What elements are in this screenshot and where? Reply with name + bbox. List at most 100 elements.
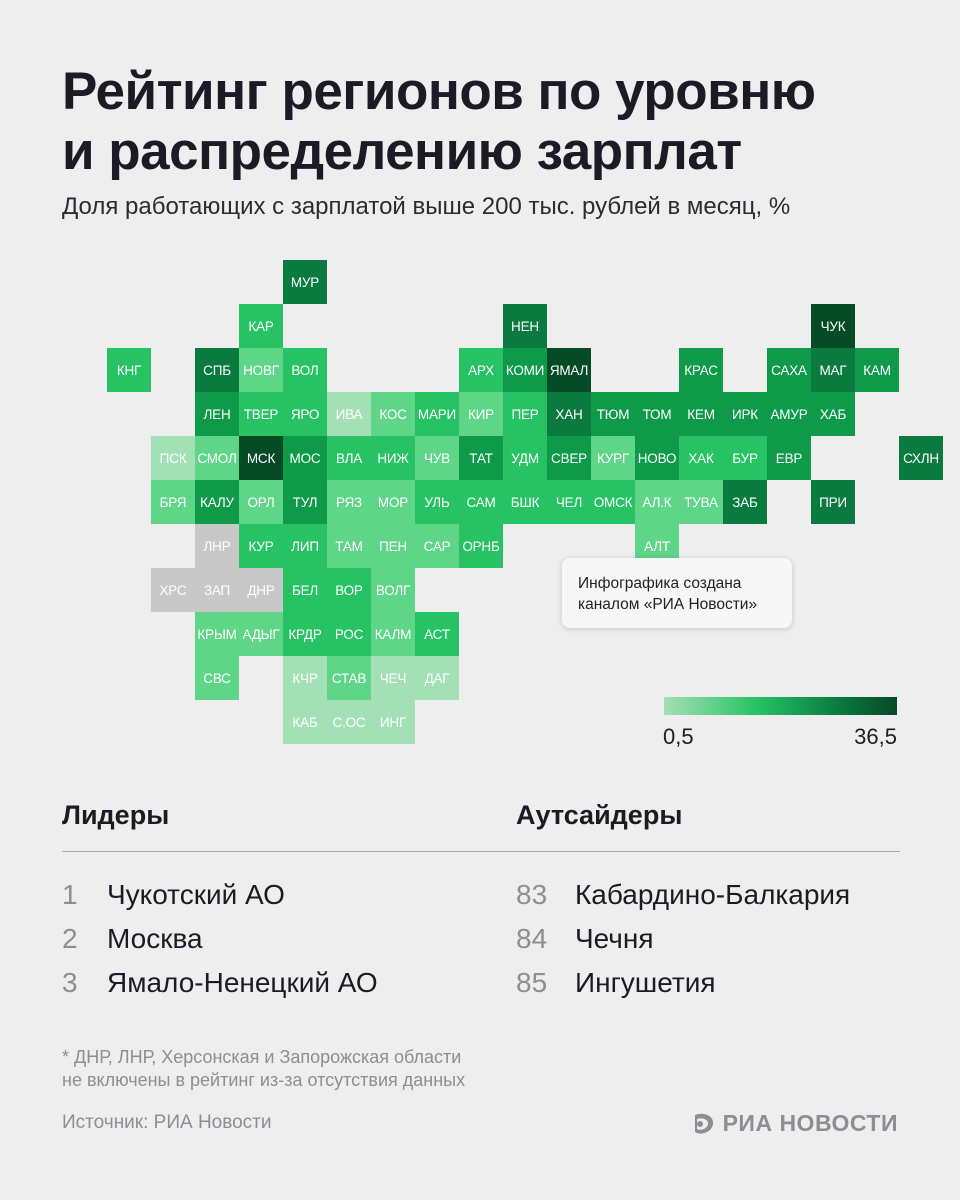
region-tile: ХАН — [547, 392, 591, 436]
region-tile: ВОЛГ — [371, 568, 415, 612]
list-item: 2 Москва — [62, 917, 378, 961]
region-tile: КРАС — [679, 348, 723, 392]
region-tile: ХАК — [679, 436, 723, 480]
region-tile: ЛНР — [195, 524, 239, 568]
region-tile: ХРС — [151, 568, 195, 612]
region-tile: РЯЗ — [327, 480, 371, 524]
outsiders-list: 83 Кабардино-Балкария 84 Чечня 85 Ингуше… — [516, 873, 850, 1005]
region-tile: КАБ — [283, 700, 327, 744]
region-tile: УЛЬ — [415, 480, 459, 524]
region-tile: ИРК — [723, 392, 767, 436]
region-tile: ЧЕЛ — [547, 480, 591, 524]
region-tile: КУРГ — [591, 436, 635, 480]
rank-number: 84 — [516, 923, 548, 954]
region-tile: АЛ.К — [635, 480, 679, 524]
region-tile: САР — [415, 524, 459, 568]
divider — [62, 851, 900, 852]
region-tile: ПЕН — [371, 524, 415, 568]
legend-min-label: 0,5 — [663, 724, 694, 749]
region-tile: ДАГ — [415, 656, 459, 700]
region-tile: ЛЕН — [195, 392, 239, 436]
region-tile: ВЛА — [327, 436, 371, 480]
page-title: Рейтинг регионов по уровню и распределен… — [62, 62, 922, 182]
subtitle: Доля работающих с зарплатой выше 200 тыс… — [62, 193, 791, 220]
rank-number: 83 — [516, 879, 548, 910]
region-name: Ингушетия — [575, 967, 716, 998]
region-tile: КАЛМ — [371, 612, 415, 656]
region-tile: МСК — [239, 436, 283, 480]
footnote-line-1: * ДНР, ЛНР, Херсонская и Запорожская обл… — [62, 1047, 462, 1067]
region-tile: БШК — [503, 480, 547, 524]
region-name: Москва — [107, 923, 203, 954]
brand-name: РИА НОВОСТИ — [722, 1110, 898, 1136]
region-tile: МАРИ — [415, 392, 459, 436]
region-tile: СПБ — [195, 348, 239, 392]
region-tile: КРЫМ — [195, 612, 239, 656]
region-tile: ТУВА — [679, 480, 723, 524]
region-tile: КАМ — [855, 348, 899, 392]
region-tile: ЗАБ — [723, 480, 767, 524]
rank-number: 1 — [62, 879, 78, 910]
region-tile: ТАМ — [327, 524, 371, 568]
region-tile: НЕН — [503, 304, 547, 348]
title-line-1: Рейтинг регионов по уровню — [62, 62, 816, 121]
region-tile: САХА — [767, 348, 811, 392]
credit-tooltip: Инфографика создана каналом «РИА Новости… — [562, 558, 792, 628]
region-tile: МОР — [371, 480, 415, 524]
region-tile: КОС — [371, 392, 415, 436]
region-tile: ЯМАЛ — [547, 348, 591, 392]
region-tile: ЗАП — [195, 568, 239, 612]
region-tile: МУР — [283, 260, 327, 304]
region-tile: ЕВР — [767, 436, 811, 480]
region-tile: БУР — [723, 436, 767, 480]
list-item: 3 Ямало-Ненецкий АО — [62, 961, 378, 1005]
region-tile: ТВЕР — [239, 392, 283, 436]
region-tile: СХЛН — [899, 436, 943, 480]
region-tile: КНГ — [107, 348, 151, 392]
region-tile: КУР — [239, 524, 283, 568]
region-tile: ОРЛ — [239, 480, 283, 524]
region-tile: ХАБ — [811, 392, 855, 436]
brand-logo: РИА НОВОСТИ — [691, 1110, 898, 1137]
region-tile: ЧУК — [811, 304, 855, 348]
region-tile: ТОМ — [635, 392, 679, 436]
legend-max-label: 36,5 — [854, 724, 897, 749]
list-item: 1 Чукотский АО — [62, 873, 378, 917]
region-tile: ПЕР — [503, 392, 547, 436]
region-tile: КРДР — [283, 612, 327, 656]
region-tile: ВОР — [327, 568, 371, 612]
region-tile: ЛИП — [283, 524, 327, 568]
region-name: Кабардино-Балкария — [575, 879, 851, 910]
region-tile: ИНГ — [371, 700, 415, 744]
leaders-title: Лидеры — [62, 800, 170, 830]
region-tile: КАР — [239, 304, 283, 348]
list-item: 85 Ингушетия — [516, 961, 850, 1005]
region-tile: МОС — [283, 436, 327, 480]
region-tile: КАЛУ — [195, 480, 239, 524]
region-tile: БЕЛ — [283, 568, 327, 612]
region-tile: ВОЛ — [283, 348, 327, 392]
region-tile: КЧР — [283, 656, 327, 700]
region-tile: КЕМ — [679, 392, 723, 436]
region-tile: КИР — [459, 392, 503, 436]
region-tile: ОМСК — [591, 480, 635, 524]
footnote: * ДНР, ЛНР, Херсонская и Запорожская обл… — [62, 1046, 465, 1092]
outsiders-title: Аутсайдеры — [516, 800, 683, 830]
region-tile: КОМИ — [503, 348, 547, 392]
tooltip-line-1: Инфографика создана — [578, 575, 742, 592]
region-tile: НОВО — [635, 436, 679, 480]
region-tile: АРХ — [459, 348, 503, 392]
rank-number: 2 — [62, 923, 78, 954]
source-note: Источник: РИА Новости — [62, 1112, 272, 1133]
region-tile: МАГ — [811, 348, 855, 392]
region-tile: ЧЕЧ — [371, 656, 415, 700]
region-tile: ТУЛ — [283, 480, 327, 524]
region-tile: ПРИ — [811, 480, 855, 524]
region-name: Чечня — [575, 923, 654, 954]
region-tile: ДНР — [239, 568, 283, 612]
region-tile: С.ОС — [327, 700, 371, 744]
region-tile: ТАТ — [459, 436, 503, 480]
region-tile: ТЮМ — [591, 392, 635, 436]
rank-number: 85 — [516, 967, 548, 998]
region-tile: ПСК — [151, 436, 195, 480]
